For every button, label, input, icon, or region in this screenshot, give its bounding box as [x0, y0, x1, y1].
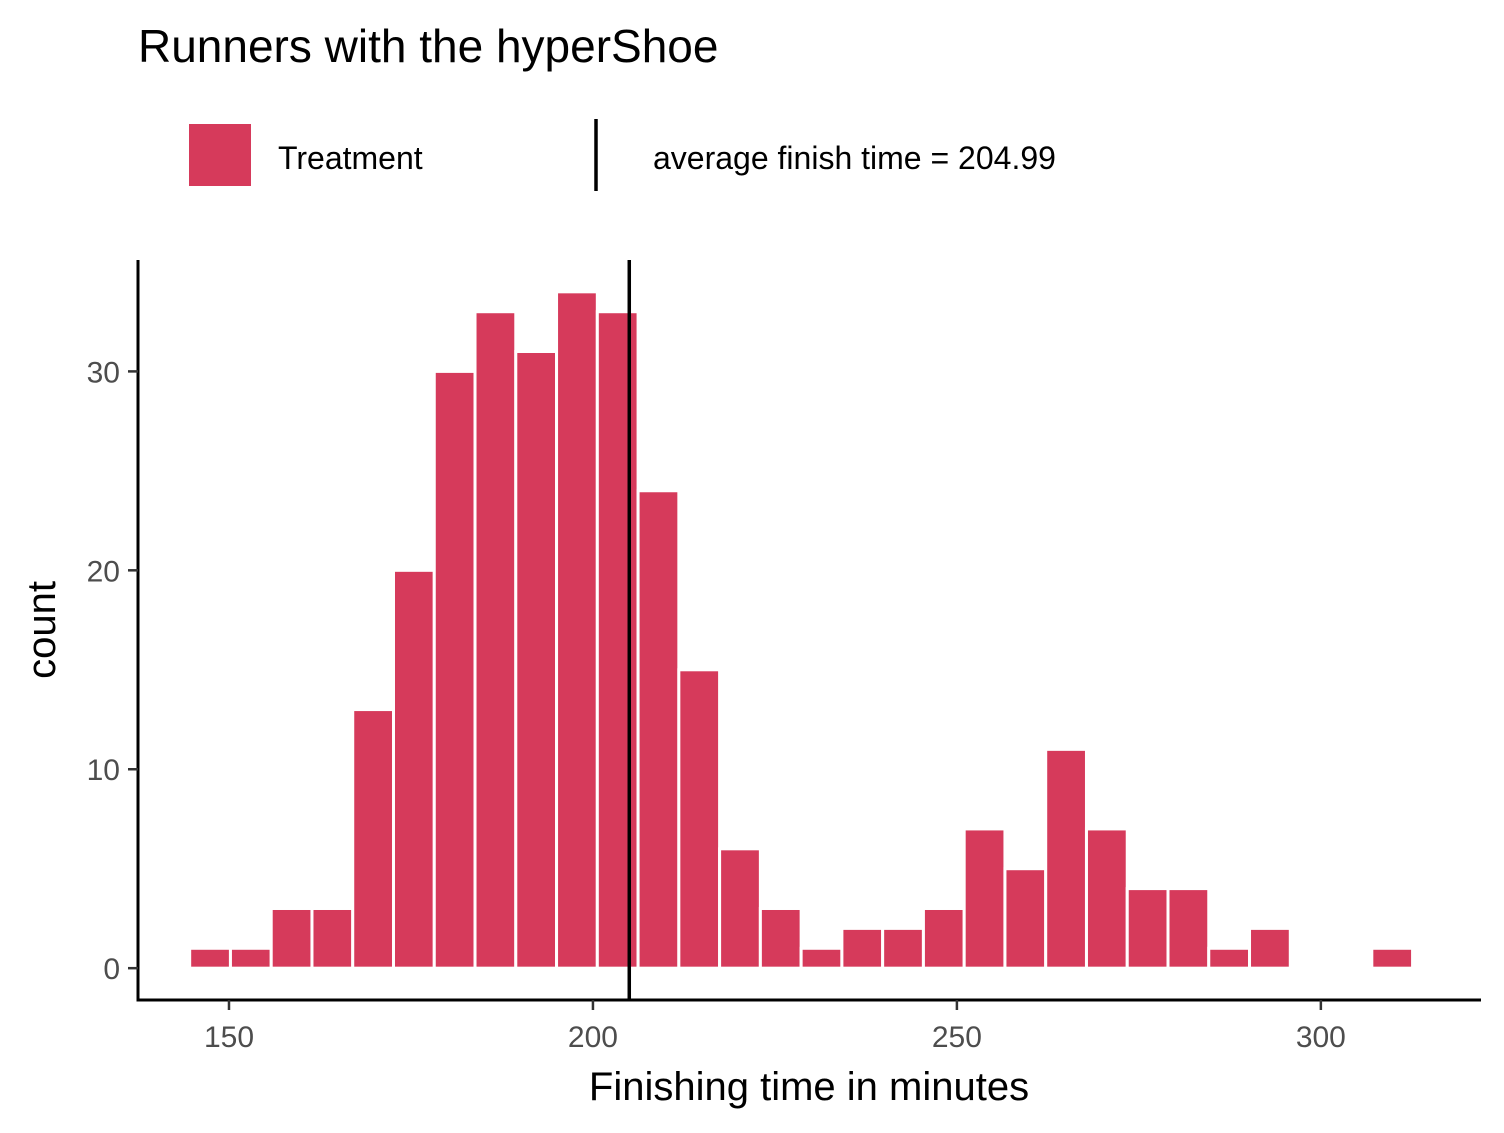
histogram-bar [636, 489, 681, 970]
y-tick-label: 0 [103, 953, 120, 986]
y-ticks: 0 10 20 30 [87, 356, 138, 986]
histogram-bar [269, 906, 314, 970]
histogram-bar [473, 310, 518, 970]
histogram-bar [391, 568, 436, 970]
histogram-bar [921, 906, 966, 970]
legend-label-treatment: Treatment [278, 140, 423, 176]
histogram-bar [310, 906, 355, 970]
histogram-bar [1207, 946, 1252, 970]
histogram-bar [1166, 887, 1211, 970]
x-tick-label: 300 [1296, 1021, 1346, 1054]
histogram-bar [1248, 926, 1292, 970]
histogram-bar [1044, 747, 1088, 970]
histogram-bar [799, 946, 844, 970]
chart-title: Runners with the hyperShoe [138, 20, 718, 72]
histogram-bar [758, 906, 803, 970]
histogram-bar [514, 350, 559, 970]
x-tick-label: 250 [932, 1021, 982, 1054]
y-tick-label: 10 [87, 754, 120, 787]
x-tick-label: 150 [204, 1021, 254, 1054]
histogram-bar [351, 708, 395, 970]
axes [136, 260, 1481, 1002]
y-tick-label: 30 [87, 356, 120, 389]
histogram-bar [228, 946, 273, 970]
histogram-bar [1370, 946, 1415, 970]
histogram-bar [718, 847, 762, 970]
legend-label-average: average finish time = 204.99 [653, 140, 1056, 176]
histogram-bar [595, 310, 640, 970]
y-axis-title: count [20, 581, 64, 679]
histogram-bar [1084, 827, 1129, 970]
histogram-bar [677, 668, 722, 970]
histogram-bar [188, 946, 232, 970]
histogram-bars [188, 290, 1415, 970]
x-ticks: 150 200 250 300 [204, 1000, 1346, 1054]
histogram-bar [962, 827, 1007, 970]
histogram-bar [1003, 867, 1048, 970]
histogram-bar [840, 926, 885, 970]
histogram-bar [555, 290, 599, 970]
legend-swatch-treatment [189, 124, 251, 186]
y-tick-label: 20 [87, 555, 120, 588]
histogram-bar [881, 926, 925, 970]
legend: Treatment average finish time = 204.99 [189, 119, 1056, 191]
histogram-bar [1125, 887, 1170, 970]
histogram-bar [432, 369, 477, 970]
x-tick-label: 200 [568, 1021, 618, 1054]
x-axis-title: Finishing time in minutes [589, 1065, 1029, 1109]
